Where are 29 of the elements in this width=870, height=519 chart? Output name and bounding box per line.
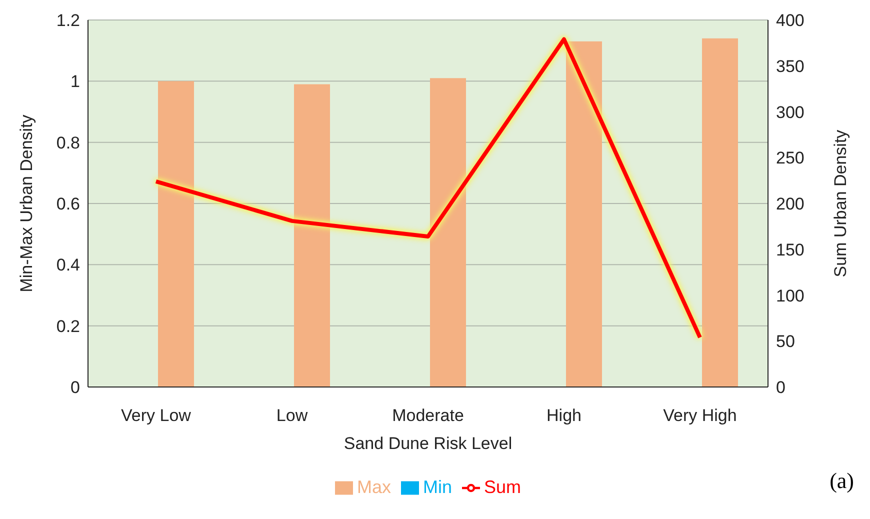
- y-tick-label: 0.8: [56, 133, 80, 152]
- y2-tick-label: 200: [776, 194, 804, 214]
- y2-tick-label: 250: [776, 148, 804, 168]
- y2-tick-label: 150: [776, 240, 804, 260]
- y-tick-label: 0.2: [56, 316, 80, 336]
- x-tick-label: High: [546, 406, 582, 426]
- y2-tick-label: 400: [776, 11, 804, 30]
- y2-tick-label: 350: [776, 56, 804, 76]
- x-tick-label: Very High: [663, 406, 737, 426]
- legend-label: Min: [422, 477, 452, 497]
- legend-label: Max: [356, 477, 391, 497]
- y2-tick-label: 0: [776, 378, 786, 398]
- x-axis-title: Sand Dune Risk Level: [344, 434, 512, 453]
- y-tick-label: 0.6: [56, 194, 80, 214]
- y-tick-label: 1: [70, 72, 80, 92]
- y-tick-label: 1.2: [56, 11, 80, 30]
- x-tick-label: Low: [276, 406, 308, 426]
- y-tick-label: 0: [70, 378, 80, 398]
- y-axis-title: Min-Max Urban Density: [17, 114, 36, 292]
- y2-tick-label: 100: [776, 286, 804, 306]
- text: (a): [830, 468, 854, 494]
- y2-tick-label: 300: [776, 102, 804, 122]
- x-tick-label: Very Low: [121, 406, 192, 426]
- y2-axis-title: Sum Urban Density: [831, 129, 850, 278]
- legend-label: Sum: [484, 477, 522, 497]
- y-tick-label: 0.4: [56, 256, 80, 275]
- x-tick-label: Moderate: [392, 406, 464, 426]
- line-series: [154, 37, 702, 340]
- y2-tick-label: 50: [776, 332, 795, 352]
